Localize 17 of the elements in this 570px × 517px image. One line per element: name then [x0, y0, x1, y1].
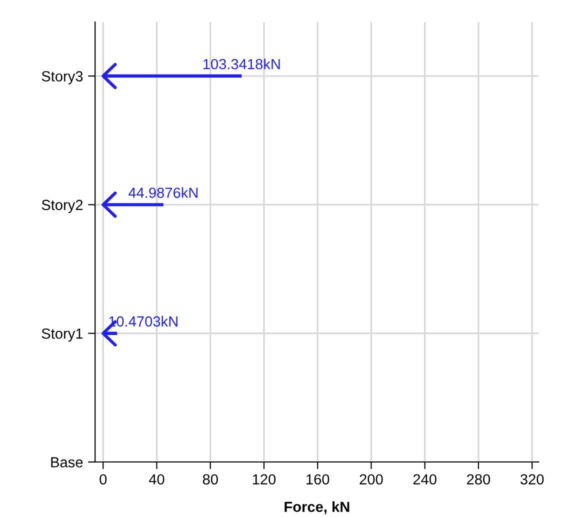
y-tick-label: Story2: [42, 200, 83, 213]
x-tick-label: 280: [467, 474, 490, 485]
x-tick-label: 320: [520, 474, 544, 485]
x-tick-label: 80: [202, 474, 218, 485]
data-label: 10.4703kN: [109, 316, 178, 327]
data-label: 44.9876kN: [128, 187, 198, 198]
x-tick-label: 200: [360, 474, 383, 485]
y-tick-label: Story1: [42, 328, 83, 342]
y-tick-label: Story3: [42, 71, 83, 84]
data-label: 103.3418kN: [203, 58, 280, 70]
x-axis-title: Force, kN: [284, 501, 350, 514]
x-tick-label: 0: [100, 474, 107, 485]
y-tick-label: Base: [51, 457, 83, 468]
x-tick-label: 120: [252, 474, 276, 485]
x-tick-label: 40: [148, 474, 164, 485]
x-tick-label: 240: [413, 474, 436, 485]
x-tick-label: 160: [306, 474, 330, 485]
